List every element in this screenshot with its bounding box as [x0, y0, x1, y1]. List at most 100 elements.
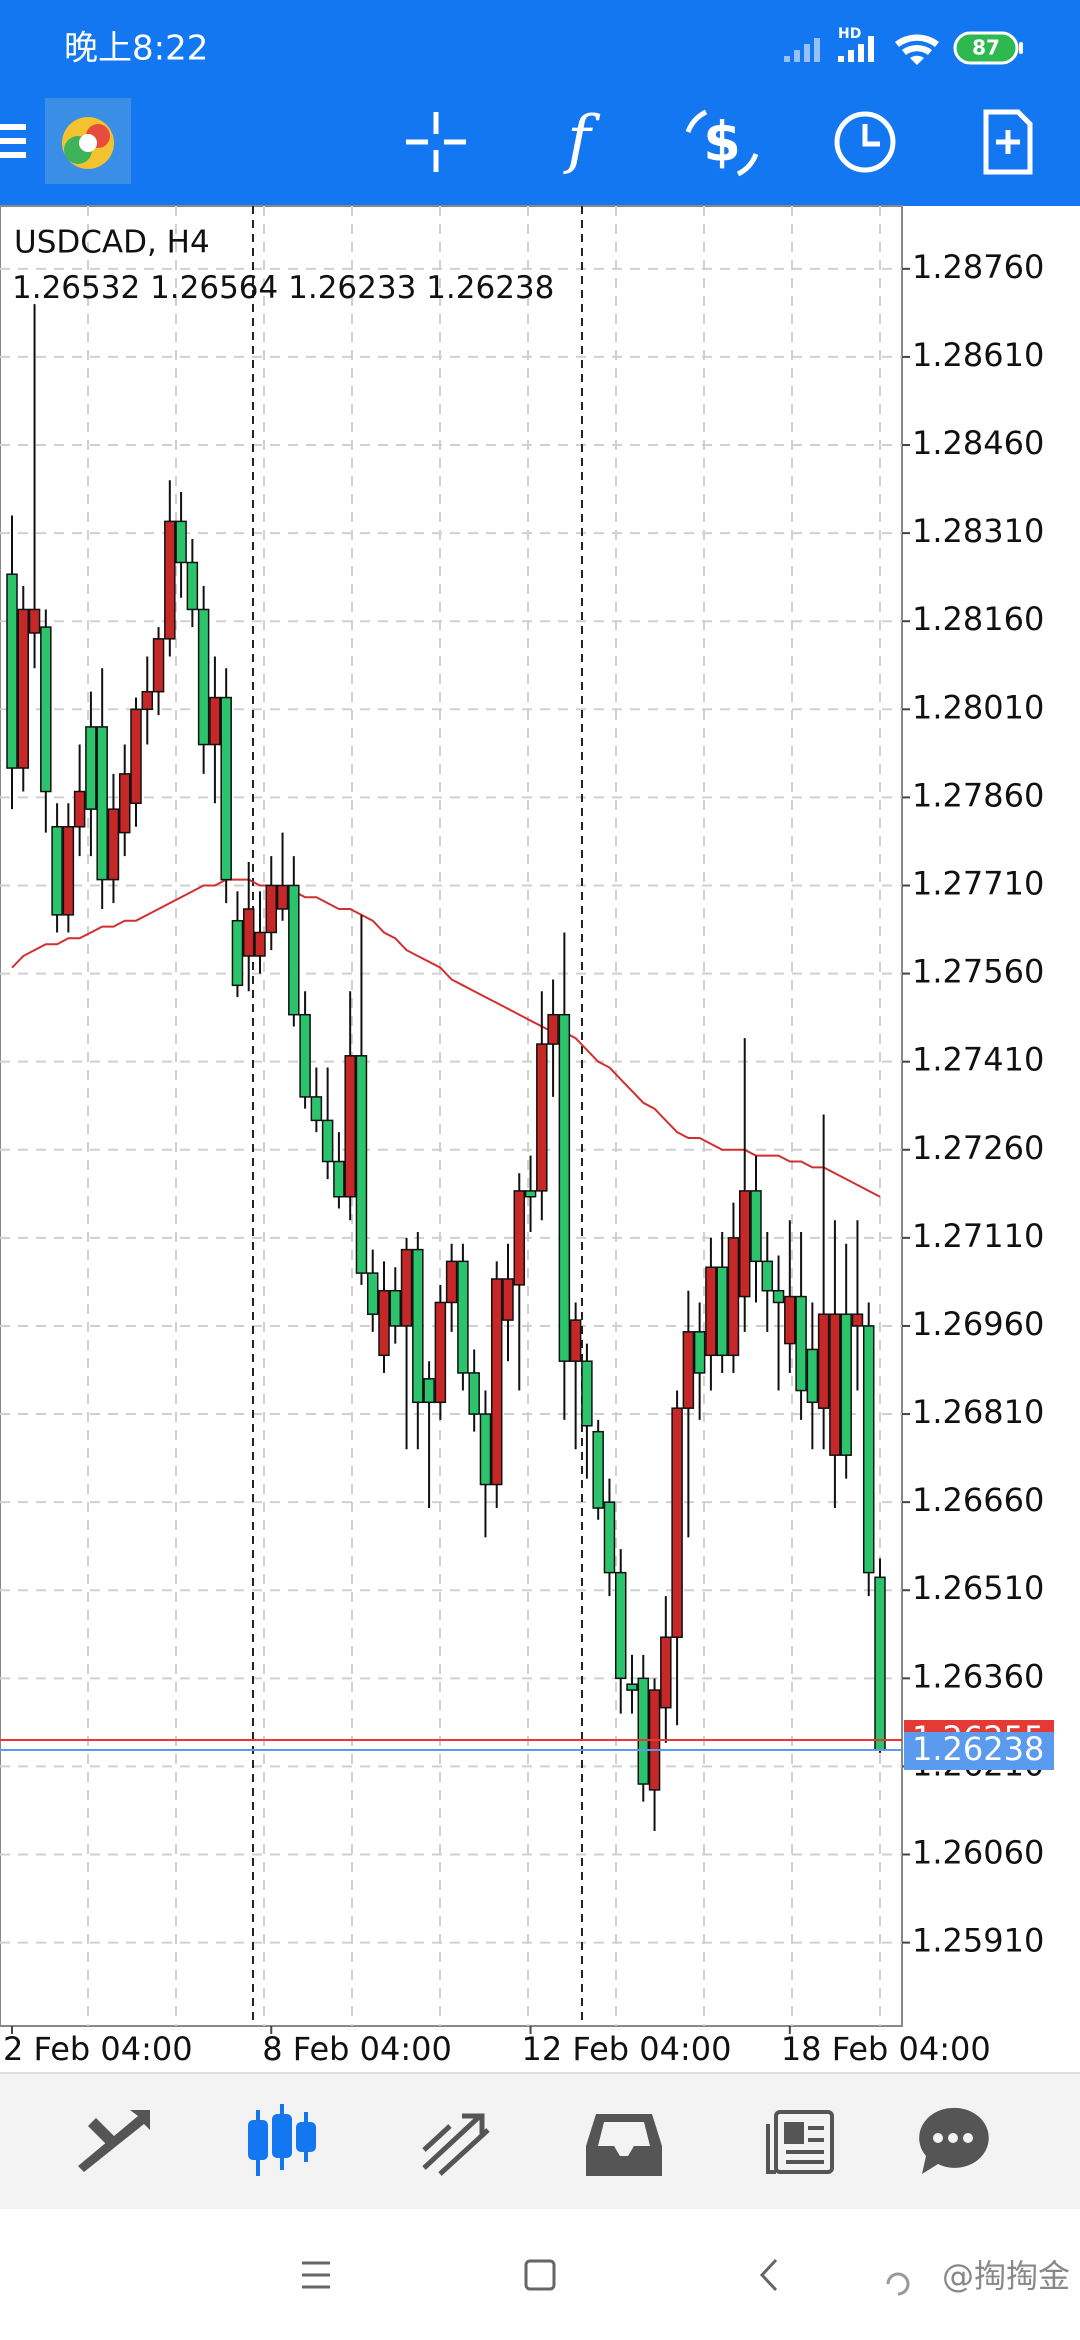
candle-body: [62, 826, 75, 916]
candle-body: [693, 1331, 706, 1374]
history-tab[interactable]: [586, 2114, 662, 2176]
candle-body: [502, 1278, 514, 1321]
candle-body: [761, 1260, 774, 1292]
candle-body: [614, 1571, 627, 1680]
svg-text:$: $: [703, 111, 741, 174]
candle-body: [445, 1260, 458, 1304]
candle-body: [400, 1248, 413, 1327]
candle-body: [829, 1313, 841, 1456]
candle-body: [197, 608, 210, 746]
y-tick-label: 1.28010: [912, 688, 1044, 726]
top-bar: [0, 0, 1080, 206]
battery-level: 87: [972, 36, 1000, 60]
nav-menu[interactable]: [302, 2261, 330, 2289]
y-tick-label: 1.25910: [912, 1922, 1044, 1960]
candle-body: [626, 1683, 638, 1691]
candle-body: [874, 1576, 886, 1751]
candle-body: [795, 1295, 807, 1392]
nav-back[interactable]: [759, 2258, 778, 2292]
candle-body: [716, 1266, 728, 1357]
candle-body: [660, 1636, 672, 1709]
timeframe-button[interactable]: [834, 111, 896, 173]
candle-body: [254, 931, 266, 957]
candle-body: [141, 690, 154, 711]
y-tick-label: 1.26060: [912, 1834, 1044, 1872]
candle-body: [581, 1360, 593, 1427]
candle-body: [130, 708, 142, 805]
candle-body: [840, 1313, 852, 1456]
candle-body: [6, 573, 18, 769]
trade-button[interactable]: $: [685, 109, 759, 177]
crosshair-button[interactable]: [406, 112, 466, 172]
candle-body: [242, 908, 255, 957]
ohlc-readout: 1.26532 1.26564 1.26233 1.26238: [12, 270, 554, 306]
y-tick-label: 1.27260: [912, 1129, 1044, 1167]
x-tick-label: 8 Feb 04:00: [262, 2030, 452, 2068]
network-type: HD: [838, 26, 861, 42]
nav-bar: [302, 2258, 910, 2296]
candle-body: [750, 1190, 762, 1263]
trade-tab[interactable]: [422, 2113, 490, 2176]
nav-home[interactable]: [524, 2259, 556, 2291]
chart-tab[interactable]: [248, 2104, 316, 2176]
y-tick-label: 1.28460: [912, 424, 1044, 462]
symbol-label: USDCAD, H4: [14, 225, 210, 261]
candle-body: [85, 726, 97, 810]
candle-body: [727, 1237, 740, 1357]
app-icon[interactable]: [45, 98, 131, 184]
candle-body: [209, 696, 221, 746]
candle-body: [231, 919, 244, 987]
y-tick-label: 1.26810: [912, 1393, 1044, 1431]
candle-body: [186, 561, 199, 611]
y-tick-label: 1.27410: [912, 1041, 1044, 1079]
moving-average: [11, 878, 881, 1198]
y-tick-label: 1.28310: [912, 512, 1044, 550]
y-tick-label: 1.26510: [912, 1569, 1044, 1607]
candle-body: [175, 520, 187, 564]
candle-body: [366, 1272, 379, 1315]
candle-body: [310, 1096, 323, 1122]
candle-body: [412, 1248, 424, 1404]
candle-body: [513, 1190, 526, 1286]
candle-body: [51, 826, 63, 916]
candle-body: [592, 1430, 604, 1509]
y-tick-label: 1.26660: [912, 1481, 1044, 1519]
bid-label: 1.26238: [912, 1730, 1044, 1768]
candle-body: [603, 1501, 616, 1574]
candle-body: [40, 626, 52, 793]
y-tick-label: 1.28160: [912, 600, 1044, 638]
candle-body: [569, 1319, 582, 1362]
candle-body: [107, 808, 120, 881]
menu-button[interactable]: [0, 124, 26, 158]
candle-body: [288, 884, 300, 1016]
template-button[interactable]: [983, 109, 1033, 175]
candle-body: [321, 1119, 334, 1163]
candle-body: [378, 1289, 390, 1357]
candle-body: [682, 1331, 695, 1409]
candle-body: [276, 884, 289, 910]
candle-body: [333, 1160, 345, 1198]
y-tick-label: 1.27110: [912, 1217, 1044, 1255]
candle-body: [524, 1190, 537, 1198]
candle-body: [806, 1348, 819, 1404]
candle-body: [17, 608, 30, 769]
x-tick-label: 2 Feb 04:00: [3, 2030, 193, 2068]
candle-body: [536, 1043, 548, 1192]
quotes-tab[interactable]: [78, 2110, 150, 2172]
clock: 晚上8:22: [64, 29, 208, 69]
y-tick-label: 1.26960: [912, 1305, 1044, 1343]
candle-body: [817, 1313, 830, 1409]
y-tick-label: 1.28760: [912, 248, 1044, 286]
candle-body: [434, 1301, 447, 1404]
news-tab[interactable]: [766, 2110, 834, 2174]
candle-body: [28, 608, 41, 634]
ohlc-value: 1.26238: [426, 270, 554, 306]
candle-body: [389, 1289, 402, 1327]
candle-body: [479, 1413, 492, 1486]
candle-body: [851, 1313, 864, 1327]
candle-body: [671, 1407, 683, 1638]
chat-tab[interactable]: [919, 2107, 989, 2174]
plot-area: [0, 205, 903, 2027]
candle-body: [220, 696, 232, 881]
